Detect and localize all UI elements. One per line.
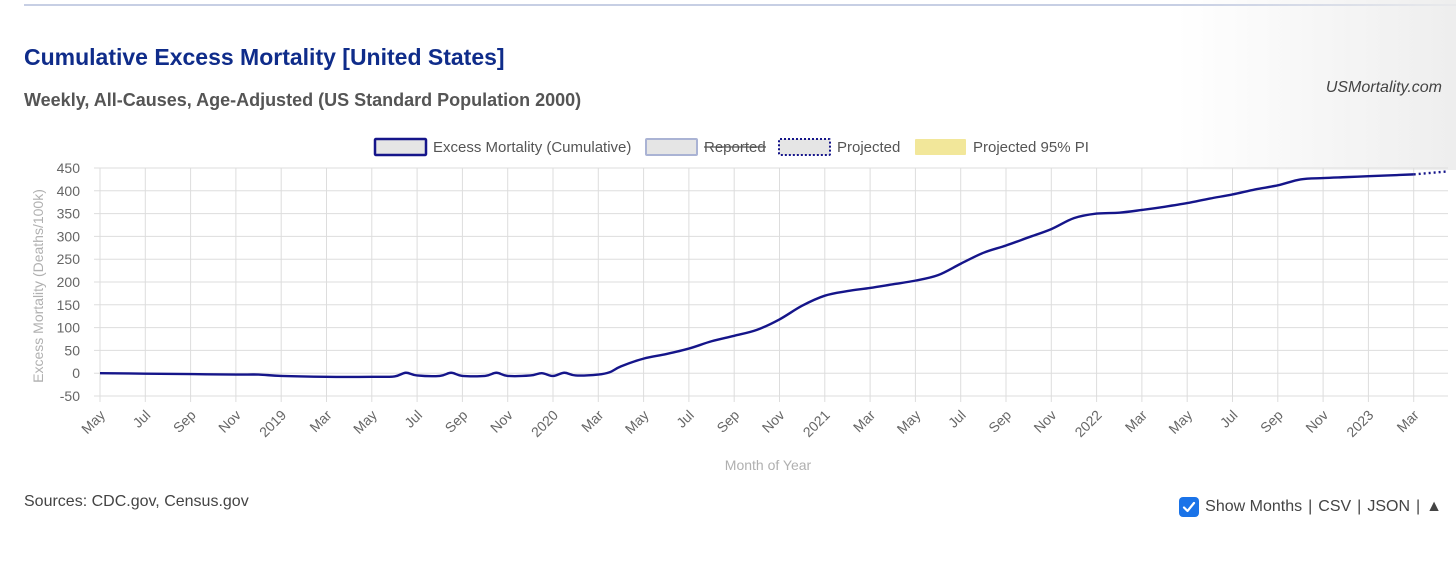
grid <box>94 167 1448 402</box>
y-tick-label: 0 <box>72 365 80 381</box>
x-tick-label: May <box>622 407 652 437</box>
y-axis-ticks: 450 400 350 300 250 200 150 100 50 0 -50 <box>57 160 81 404</box>
x-tick-label: Mar <box>850 407 879 436</box>
x-tick-label: Jul <box>673 407 697 431</box>
x-tick-label: Sep <box>1257 407 1286 436</box>
checkmark-icon <box>1183 501 1196 513</box>
legend-swatch <box>373 137 428 157</box>
corner-shading <box>1176 0 1456 170</box>
y-axis-title: Excess Mortality (Deaths/100k) <box>30 189 46 383</box>
chart-controls: Show Months | CSV | JSON | ▲ <box>1179 497 1442 517</box>
x-tick-label: Sep <box>713 407 742 436</box>
x-tick-label: 2021 <box>800 407 833 440</box>
x-tick-label: Mar <box>578 407 607 436</box>
x-tick-label: May <box>350 407 380 437</box>
top-divider <box>24 4 1456 6</box>
x-tick-label: Nov <box>215 407 244 436</box>
y-tick-label: -50 <box>60 388 80 404</box>
x-axis-ticks: May Jul Sep Nov 2019 Mar May Jul Sep Nov 2020 Mar Ma… <box>78 407 1422 441</box>
y-tick-label: 450 <box>57 160 81 176</box>
sources-text: Sources: CDC.gov, Census.gov <box>24 493 249 510</box>
x-tick-label: Nov <box>487 407 516 436</box>
legend-item[interactable]: Projected 95% PI <box>915 139 1089 156</box>
legend-item[interactable]: Projected <box>778 138 900 156</box>
y-tick-label: 100 <box>57 320 81 336</box>
x-tick-label: Jul <box>401 407 425 431</box>
x-tick-label: May <box>78 407 108 437</box>
legend-label: Projected 95% PI <box>973 139 1089 156</box>
legend-item[interactable]: Excess Mortality (Cumulative) <box>373 137 631 157</box>
x-tick-label: May <box>894 407 924 437</box>
x-tick-label: 2020 <box>528 407 561 440</box>
x-tick-label: Jul <box>1217 407 1241 431</box>
legend-swatch <box>645 138 698 156</box>
x-tick-label: Jul <box>945 407 969 431</box>
x-tick-label: 2022 <box>1071 407 1104 440</box>
series-line-projected <box>1413 170 1449 176</box>
legend-swatch <box>778 138 831 156</box>
separator: | <box>1308 498 1313 515</box>
legend[interactable]: Excess Mortality (Cumulative) Reported Pro… <box>373 137 1089 157</box>
legend-swatch <box>915 139 966 155</box>
show-months-checkbox[interactable] <box>1179 497 1200 517</box>
separator: | <box>1416 498 1421 515</box>
y-tick-label: 300 <box>57 228 81 244</box>
series-lines <box>99 170 1449 379</box>
y-tick-label: 150 <box>57 297 81 313</box>
x-tick-label: Mar <box>1393 407 1422 436</box>
x-tick-label: Nov <box>759 407 788 436</box>
x-tick-label: Nov <box>1030 407 1059 436</box>
json-link[interactable]: JSON <box>1367 498 1410 515</box>
series-line-excess-mortality <box>99 173 1414 379</box>
x-tick-label: 2019 <box>256 407 289 440</box>
chart-area: Excess Mortality (Cumulative) Reported Pro… <box>30 137 1449 473</box>
legend-item[interactable]: Reported <box>645 138 766 156</box>
chart-subtitle: Weekly, All-Causes, Age-Adjusted (US Sta… <box>24 90 582 110</box>
brand-label[interactable]: USMortality.com <box>1325 79 1442 96</box>
x-tick-label: 2023 <box>1343 407 1376 440</box>
x-tick-label: Sep <box>985 407 1014 436</box>
x-tick-label: Nov <box>1302 407 1331 436</box>
csv-link[interactable]: CSV <box>1318 498 1352 515</box>
legend-label: Projected <box>837 139 900 156</box>
chart-title: Cumulative Excess Mortality [United Stat… <box>24 44 505 70</box>
x-tick-label: Sep <box>170 407 199 436</box>
x-axis-title: Month of Year <box>725 457 812 473</box>
x-tick-label: Mar <box>306 407 335 436</box>
scroll-up-icon[interactable]: ▲ <box>1426 498 1442 515</box>
x-tick-label: May <box>1165 407 1195 437</box>
y-tick-label: 250 <box>57 251 81 267</box>
x-tick-label: Sep <box>442 407 471 436</box>
y-tick-label: 50 <box>64 342 80 358</box>
x-tick-label: Mar <box>1122 407 1151 436</box>
y-tick-label: 350 <box>57 206 81 222</box>
y-tick-label: 400 <box>57 183 81 199</box>
y-tick-label: 200 <box>57 274 81 290</box>
separator: | <box>1357 498 1362 515</box>
legend-label: Excess Mortality (Cumulative) <box>433 139 631 156</box>
x-tick-label: Jul <box>129 407 153 431</box>
show-months-label[interactable]: Show Months <box>1205 498 1303 515</box>
